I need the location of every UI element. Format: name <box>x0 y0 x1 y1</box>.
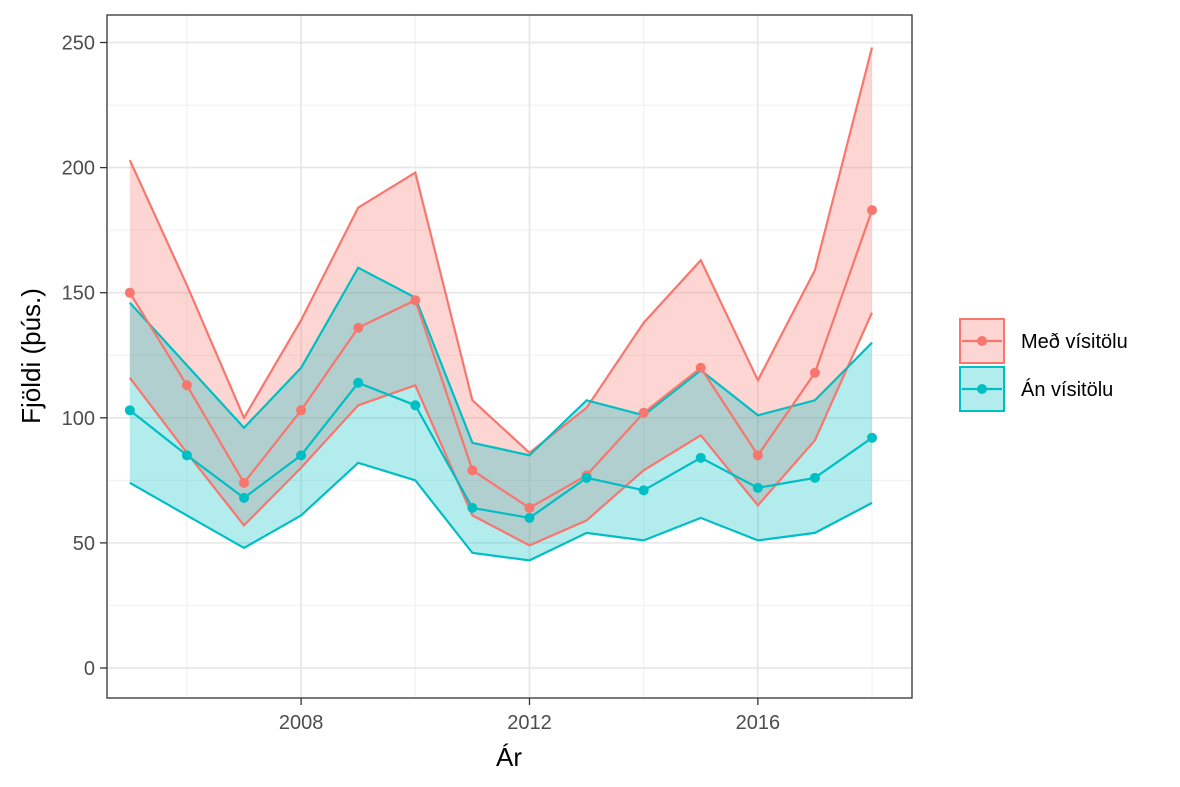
point-an-visitolu <box>524 512 535 523</box>
point-med-visitolu <box>638 407 649 418</box>
lower-bound-an-visitolu <box>129 461 873 562</box>
point-an-visitolu <box>296 450 307 461</box>
y-tick-label: 200 <box>62 158 95 180</box>
lower-bound-med-visitolu <box>128 312 874 547</box>
point-an-visitolu <box>239 492 250 503</box>
point-med-visitolu <box>296 405 307 416</box>
upper-bound-med-visitolu <box>128 47 874 455</box>
point-med-visitolu <box>239 477 250 488</box>
point-med-visitolu <box>124 287 135 298</box>
point-med-visitolu <box>809 367 820 378</box>
point-med-visitolu <box>467 465 478 476</box>
point-an-visitolu <box>410 400 421 411</box>
point-an-visitolu <box>752 482 763 493</box>
point-med-visitolu <box>695 362 706 373</box>
legend-label-an-visitolu: Án vísitölu <box>1021 378 1113 401</box>
point-med-visitolu <box>410 295 421 306</box>
legend: Með vísitölu Án vísitölu <box>959 318 1128 412</box>
point-med-visitolu <box>752 450 763 461</box>
y-tick-label: 250 <box>62 33 95 55</box>
point-an-visitolu <box>181 450 192 461</box>
point-med-visitolu <box>181 380 192 391</box>
y-axis: 0 50 100 150 200 250 <box>62 33 107 680</box>
point-an-visitolu <box>809 472 820 483</box>
x-tick-label: 2008 <box>279 712 324 734</box>
x-tick-label: 2016 <box>736 712 781 734</box>
line-an-visitolu <box>129 381 873 520</box>
line-med-visitolu <box>128 209 874 510</box>
legend-label-med-visitolu: Með vísitölu <box>1021 331 1128 353</box>
ribbon-bound-lines <box>128 47 874 562</box>
point-an-visitolu <box>467 502 478 513</box>
x-axis-title: Ár <box>496 742 522 772</box>
y-tick-label: 150 <box>62 283 95 305</box>
plot-panel-border <box>106 14 913 699</box>
major-gridlines <box>107 15 912 698</box>
point-an-visitolu <box>638 485 649 496</box>
point-med-visitolu <box>867 205 878 216</box>
confidence-ribbons <box>129 47 873 561</box>
minor-gridlines <box>107 15 912 698</box>
y-axis-title: Fjöldi (þús.) <box>16 288 46 424</box>
point-an-visitolu <box>353 377 364 388</box>
point-an-visitolu <box>695 452 706 463</box>
ribbon-an-visitolu <box>129 267 873 561</box>
point-an-visitolu <box>124 405 135 416</box>
x-axis: 2008 2012 2016 <box>279 698 780 734</box>
ribbon-med-visitolu <box>129 47 873 546</box>
legend-key-point-med-visitolu <box>977 336 987 346</box>
x-tick-label: 2012 <box>507 712 552 734</box>
series-lines <box>128 209 874 520</box>
legend-key-point-an-visitolu <box>977 384 987 394</box>
upper-bound-an-visitolu <box>128 266 873 457</box>
point-med-visitolu <box>524 502 535 513</box>
y-tick-label: 100 <box>62 408 95 430</box>
point-med-visitolu <box>353 322 364 333</box>
y-tick-label: 50 <box>73 533 95 555</box>
point-an-visitolu <box>581 472 592 483</box>
series-points <box>124 205 878 523</box>
y-tick-label: 0 <box>84 658 95 680</box>
point-an-visitolu <box>867 432 878 443</box>
